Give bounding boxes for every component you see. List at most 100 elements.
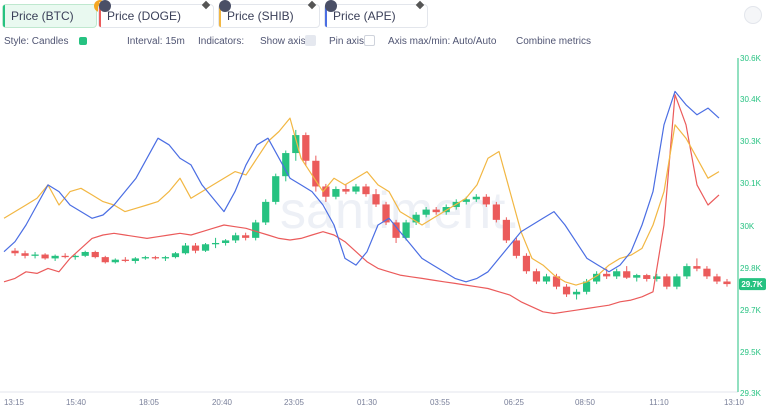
candle: [502, 217, 510, 243]
candle: [232, 232, 240, 243]
candle: [613, 268, 621, 279]
candle: [242, 232, 250, 241]
candle: [342, 183, 350, 195]
candle: [372, 189, 380, 208]
candle: [643, 273, 651, 282]
candle: [693, 258, 701, 272]
metric-info-icon[interactable]: [99, 0, 111, 12]
candle: [292, 129, 300, 161]
tab-color-accent: [3, 5, 5, 27]
candle: [21, 250, 29, 259]
indicators-selector[interactable]: Indicators:: [198, 36, 245, 47]
y-tick-label: 30.6K: [740, 54, 762, 63]
candle: [512, 237, 521, 259]
candle: [171, 251, 180, 259]
candle: [141, 255, 149, 260]
candle: [352, 183, 360, 195]
metric-info-icon[interactable]: [325, 0, 337, 12]
x-tick-label: 01:30: [357, 398, 378, 407]
candle: [653, 273, 661, 282]
candle: [593, 271, 601, 285]
x-tick-label: 20:40: [212, 398, 233, 407]
candle: [572, 289, 581, 300]
pin-axis-checkbox[interactable]: [364, 35, 375, 46]
tab-price-doge[interactable]: Price (DOGE): [98, 0, 214, 28]
x-tick-label: 08:50: [575, 398, 596, 407]
candle: [412, 212, 420, 225]
candle: [362, 183, 370, 197]
axis-minmax-selector[interactable]: Axis max/min: Auto/Auto: [388, 36, 497, 47]
y-tick-label: 29.8K: [740, 264, 762, 273]
candle: [81, 250, 89, 258]
candle: [402, 219, 410, 241]
series-line-price-shib: [3, 117, 720, 286]
candle: [71, 254, 79, 260]
candle: [91, 250, 99, 259]
x-tick-label: 03:55: [430, 398, 451, 407]
candle: [562, 284, 571, 297]
candle: [713, 273, 721, 285]
y-tick-label: 30.3K: [740, 137, 762, 146]
candle: [422, 207, 430, 218]
candle: [492, 201, 500, 223]
interval-selector[interactable]: Interval: 15m: [127, 36, 185, 47]
candle: [542, 273, 551, 285]
tab-price-btc[interactable]: Price (BTC)!: [2, 0, 106, 28]
candle: [332, 186, 340, 200]
candle: [101, 255, 109, 264]
metric-info-icon[interactable]: [219, 0, 231, 12]
candle: [252, 219, 260, 241]
candle: [723, 278, 731, 287]
style-selector[interactable]: Style: Candles: [4, 36, 69, 47]
candle: [322, 183, 330, 202]
y-tick-label: 30.1K: [740, 179, 762, 188]
candle: [312, 155, 320, 192]
tab-label: Price (BTC): [11, 9, 74, 23]
combine-metrics-button[interactable]: Combine metrics: [516, 36, 592, 47]
tab-label: Price (APE): [333, 9, 396, 23]
x-tick-label: 23:05: [284, 398, 305, 407]
chart-settings-icon[interactable]: [744, 6, 762, 24]
candle: [11, 248, 19, 256]
candle: [111, 258, 119, 264]
candle-color-icon[interactable]: [79, 37, 87, 45]
tab-label: Price (SHIB): [227, 9, 294, 23]
tab-label: Price (DOGE): [107, 9, 182, 23]
candle: [623, 266, 631, 279]
candle: [633, 273, 641, 282]
candle: [221, 239, 230, 246]
last-value-badge: [739, 278, 766, 291]
candle: [191, 242, 200, 254]
candle: [41, 253, 49, 260]
tab-color-accent: [325, 5, 327, 27]
candle: [663, 273, 671, 290]
candle: [522, 253, 531, 274]
candle: [161, 255, 170, 261]
candle: [302, 132, 310, 166]
candle: [131, 257, 139, 264]
x-tick-label: 11:10: [649, 398, 669, 407]
candle: [472, 194, 480, 202]
candle: [61, 253, 69, 259]
y-tick-label: 29.5K: [740, 348, 762, 357]
candle: [272, 173, 280, 205]
candle: [51, 254, 59, 261]
show-axis-label[interactable]: Show axis: [260, 36, 306, 47]
candle: [201, 242, 210, 252]
candle: [703, 266, 711, 279]
candle: [121, 257, 129, 263]
tab-price-shib[interactable]: Price (SHIB): [218, 0, 320, 28]
pin-axis-label[interactable]: Pin axis: [329, 36, 365, 47]
y-tick-label: 29.3K: [740, 389, 762, 398]
candle: [673, 273, 681, 290]
tab-price-ape[interactable]: Price (APE): [324, 0, 428, 28]
candle: [262, 199, 270, 225]
candle: [582, 278, 591, 295]
candle: [532, 268, 541, 285]
series-line-price-doge: [3, 94, 720, 315]
candle: [31, 251, 39, 259]
show-axis-checkbox[interactable]: [305, 35, 316, 46]
x-tick-label: 18:05: [139, 398, 160, 407]
candle: [382, 201, 390, 225]
